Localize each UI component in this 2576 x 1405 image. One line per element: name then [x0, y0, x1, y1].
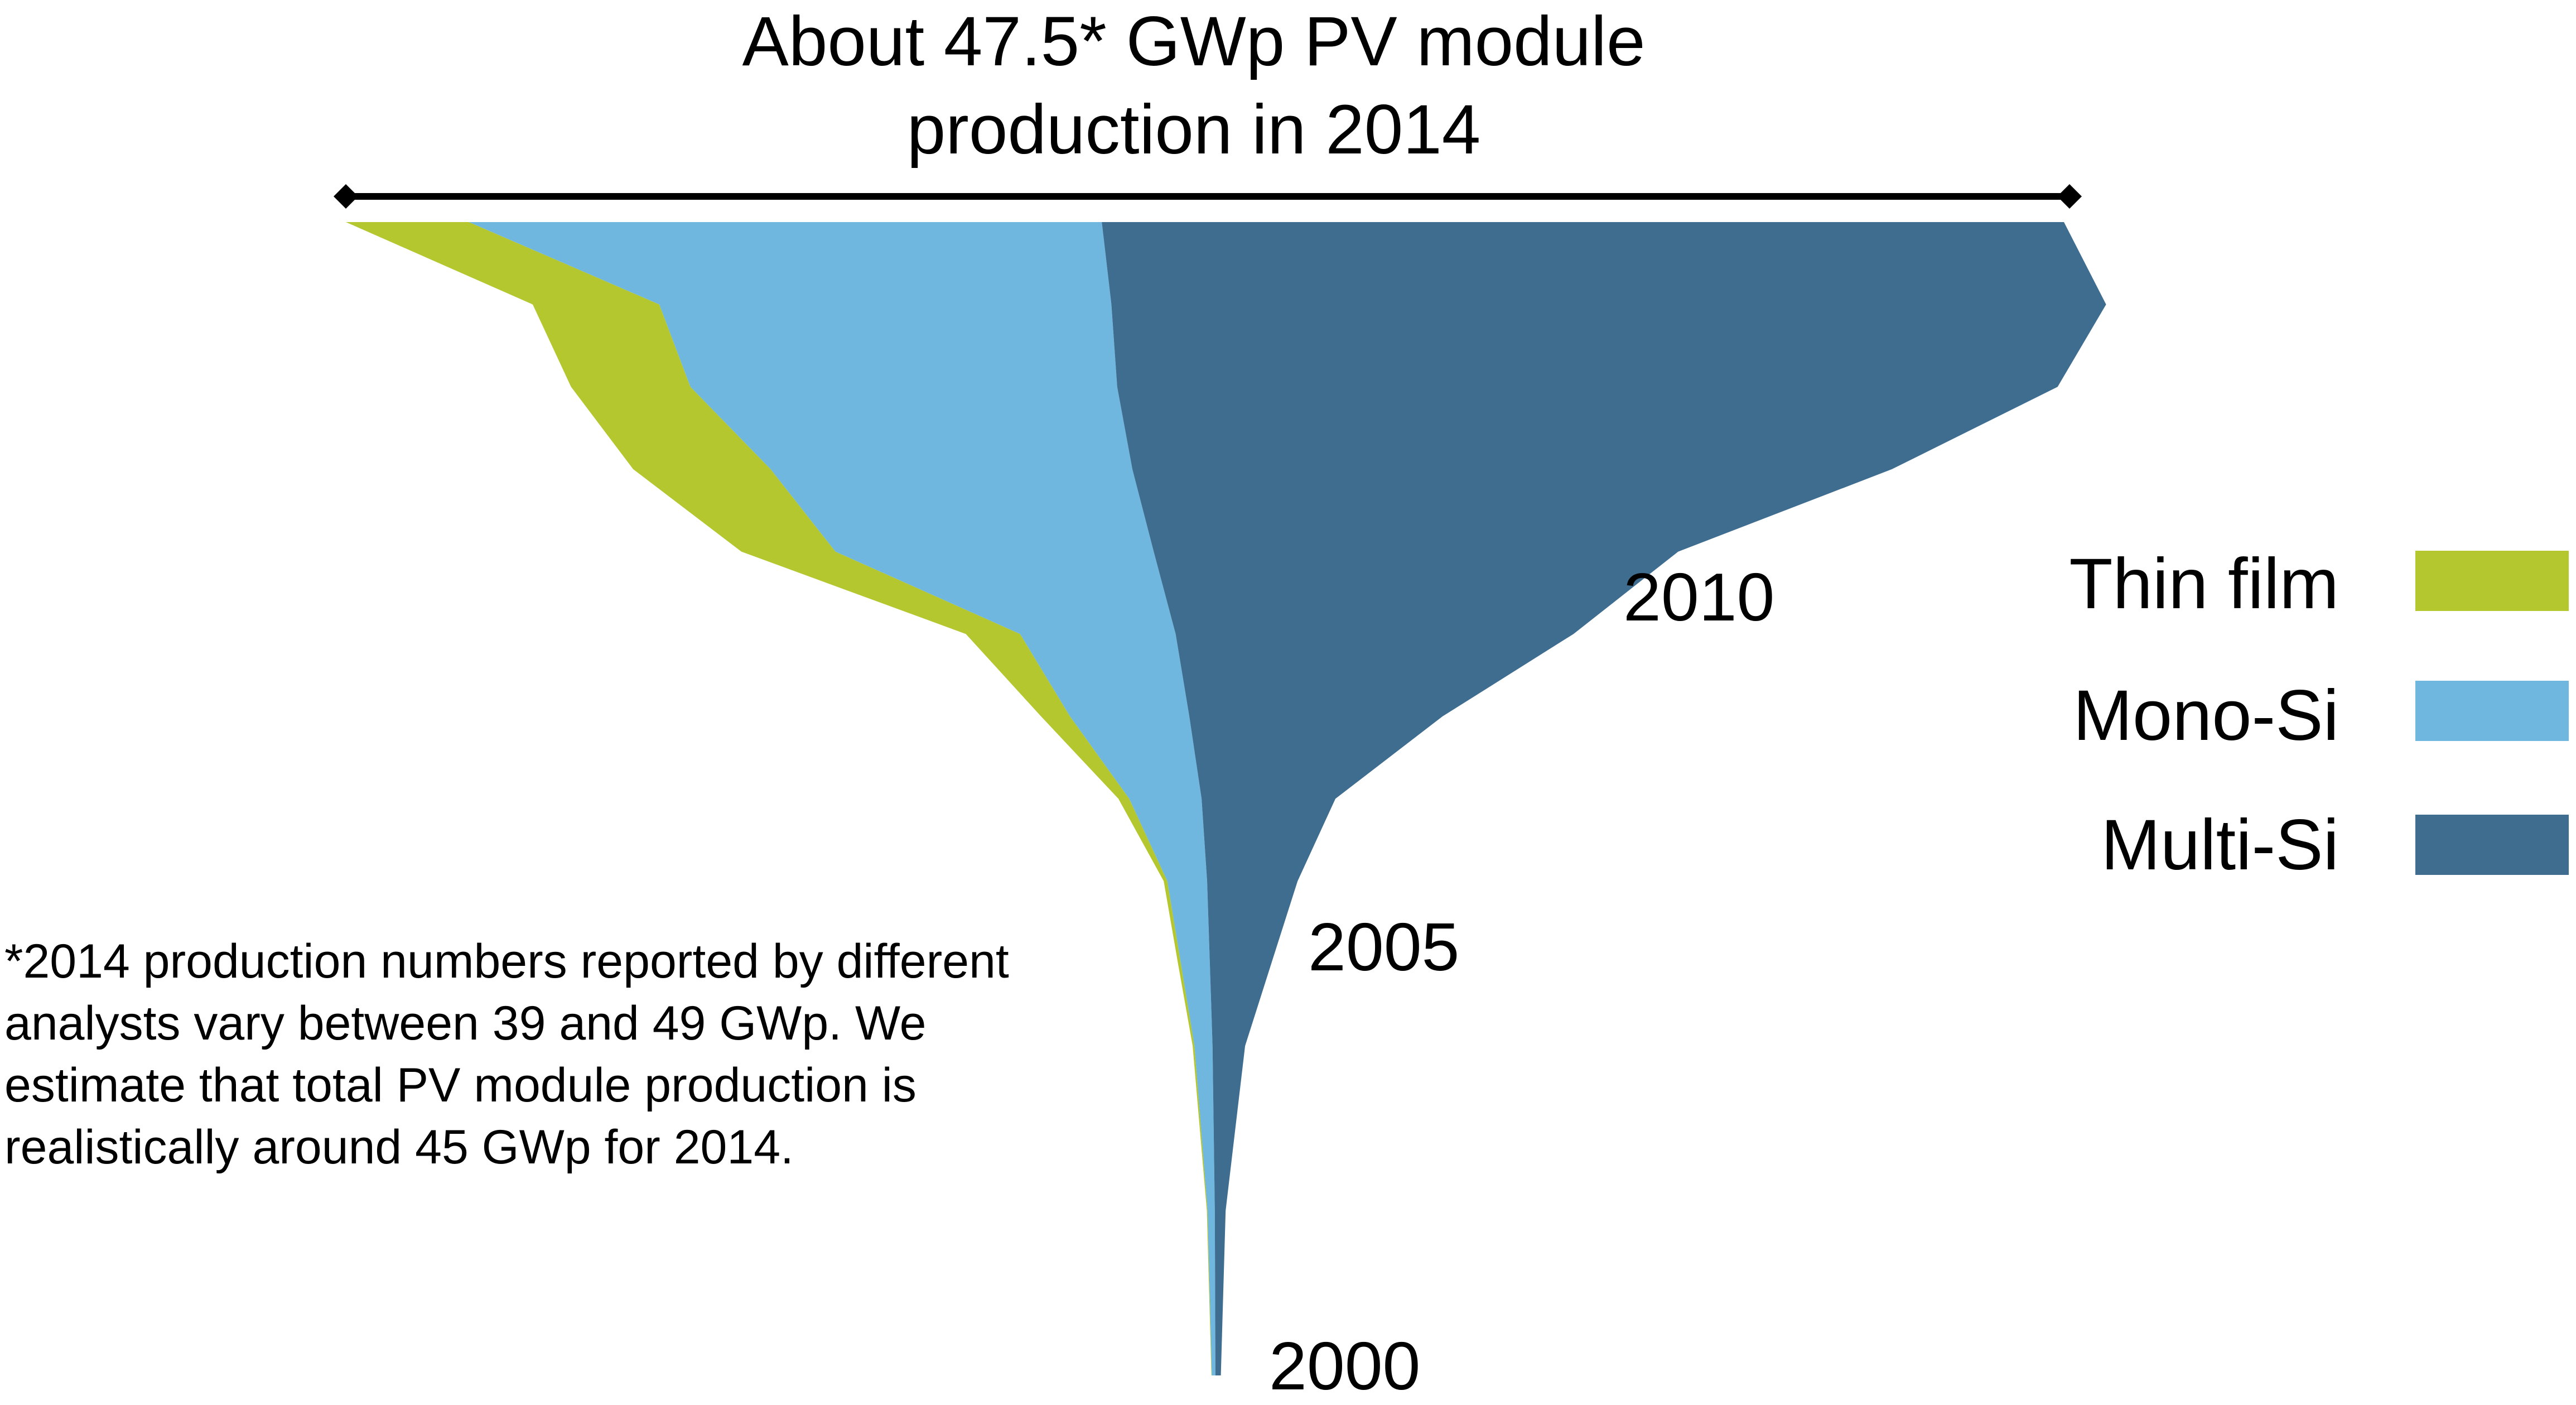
stream-areas — [346, 222, 2106, 1375]
year-label-2010: 2010 — [1623, 559, 1775, 635]
legend-swatch-multi-si — [2415, 815, 2569, 875]
chart-title-line-1: About 47.5* GWp PV module — [742, 3, 1646, 80]
legend-label-multi-si: Multi-Si — [2101, 805, 2339, 885]
year-label-2005: 2005 — [1308, 909, 1460, 985]
bracket-right-end — [2057, 184, 2082, 209]
bracket-left-end — [334, 184, 358, 209]
legend-label-mono-si: Mono-Si — [2073, 676, 2339, 756]
area-mono-si — [469, 222, 1215, 1375]
legend-label-thin-film: Thin film — [2069, 544, 2339, 624]
legend-swatch-thin-film — [2415, 551, 2569, 611]
legend-swatch-mono-si — [2415, 681, 2569, 741]
chart-title-line-2: production in 2014 — [906, 91, 1481, 169]
footnote: *2014 production numbers reported by dif… — [4, 935, 1009, 1174]
area-multi-si — [1102, 222, 2106, 1375]
total-2014-bracket — [334, 184, 2082, 209]
year-label-2000: 2000 — [1269, 1328, 1421, 1404]
